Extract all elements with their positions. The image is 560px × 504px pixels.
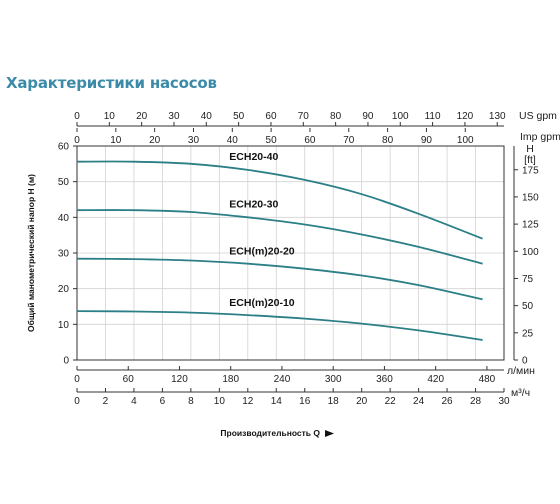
x-lmin-tick-label: 360 [376,374,393,385]
x-m3h-tick-label: 22 [385,396,397,407]
y-ft-tick-label: 0 [522,356,528,367]
curve-label: ECH20-40 [229,151,278,163]
y-ft-tick-label: 125 [522,220,539,231]
x-m3h-tick-label: 10 [214,396,226,407]
x-imp-gpm-tick-label: 100 [457,135,474,146]
curve-label: ECH(m)20-20 [229,246,295,258]
x-m3h-tick-label: 18 [328,396,340,407]
x-m3h-tick-label: 14 [271,396,283,407]
x-us-gpm-tick-label: 20 [136,111,148,122]
y-ft-tick-label: 25 [522,328,534,339]
x-us-gpm-tick-label: 120 [457,111,474,122]
x-m3h-tick-label: 0 [74,396,80,407]
x-m3h-tick-label: 2 [103,396,109,407]
x-lmin-tick-label: 60 [123,374,135,385]
y-tick-label: 20 [58,284,70,295]
x-us-gpm-tick-label: 40 [201,111,213,122]
x-imp-gpm-tick-label: 10 [110,135,122,146]
x-us-gpm-tick-label: 30 [168,111,180,122]
y-tick-label: 40 [58,213,70,224]
x-m3h-tick-label: 8 [188,396,194,407]
y-ft-tick-label: 150 [522,192,539,203]
x-us-gpm-tick-label: 70 [298,111,310,122]
x-us-gpm-tick-label: 50 [233,111,245,122]
x-m3h-tick-label: 12 [242,396,254,407]
x-us-gpm-tick-label: 0 [74,111,80,122]
x-m3h-unit: м³/ч [511,387,530,399]
x-m3h-tick-label: 6 [160,396,166,407]
y-ft-tick-label: 75 [522,274,534,285]
x-m3h-tick-label: 20 [356,396,368,407]
x-axis-title: Производительность Q [220,428,320,438]
x-us-gpm-tick-label: 90 [362,111,374,122]
x-us-gpm-tick-label: 80 [330,111,342,122]
x-us-gpm-tick-label: 110 [425,111,441,122]
x-m3h-tick-label: 30 [498,396,510,407]
y-tick-label: 0 [63,356,69,367]
curve-label: ECH20-30 [229,199,278,211]
x-imp-gpm-tick-label: 90 [421,135,433,146]
x-lmin-unit: л/мин [507,365,535,377]
x-imp-gpm-tick-label: 60 [304,135,316,146]
x-imp-gpm-tick-label: 30 [188,135,200,146]
y-ft-unit-h: H [526,143,534,155]
curve-label: ECH(m)20-10 [229,297,295,309]
y-tick-label: 60 [58,142,70,153]
y-tick-label: 50 [58,177,70,188]
x-m3h-tick-label: 4 [131,396,137,407]
x-us-gpm-tick-label: 10 [104,111,116,122]
y-ft-unit-ft: [ft] [524,154,536,166]
x-us-gpm-unit: US gpm [519,110,557,122]
curve-ech20-30 [76,209,483,265]
x-imp-gpm-tick-label: 20 [149,135,161,146]
x-imp-gpm-tick-label: 50 [266,135,278,146]
y-axis-title: Общий манометрический напор H (м) [26,174,36,332]
x-lmin-tick-label: 0 [74,374,80,385]
x-imp-gpm-tick-label: 0 [74,135,80,146]
x-us-gpm-tick-label: 130 [489,111,506,122]
x-m3h-tick-label: 24 [413,396,425,407]
x-lmin-tick-label: 480 [479,374,496,385]
x-lmin-tick-label: 240 [274,374,291,385]
x-us-gpm-tick-label: 60 [265,111,277,122]
x-lmin-tick-label: 300 [325,374,342,385]
x-us-gpm-tick-label: 100 [392,111,409,122]
x-lmin-tick-label: 120 [171,374,188,385]
page-title: Характеристики насосов [6,74,217,92]
x-imp-gpm-tick-label: 70 [343,135,355,146]
y-ft-tick-label: 100 [522,247,539,258]
y-tick-label: 10 [58,320,70,331]
y-tick-label: 30 [58,249,70,260]
x-imp-gpm-tick-label: 80 [382,135,394,146]
x-lmin-tick-label: 180 [222,374,239,385]
x-imp-gpm-tick-label: 40 [227,135,239,146]
y-ft-tick-label: 175 [522,165,539,176]
x-m3h-tick-label: 26 [442,396,454,407]
curve-echm20-10 [76,310,483,341]
x-m3h-tick-label: 16 [299,396,311,407]
x-axis-arrow-icon [325,430,334,437]
y-ft-tick-label: 50 [522,301,534,312]
curve-ech20-40 [76,160,483,240]
x-lmin-tick-label: 420 [427,374,444,385]
x-imp-gpm-unit: Imp gpm [520,131,560,143]
curve-echm20-20 [76,257,483,301]
x-m3h-tick-label: 28 [470,396,482,407]
